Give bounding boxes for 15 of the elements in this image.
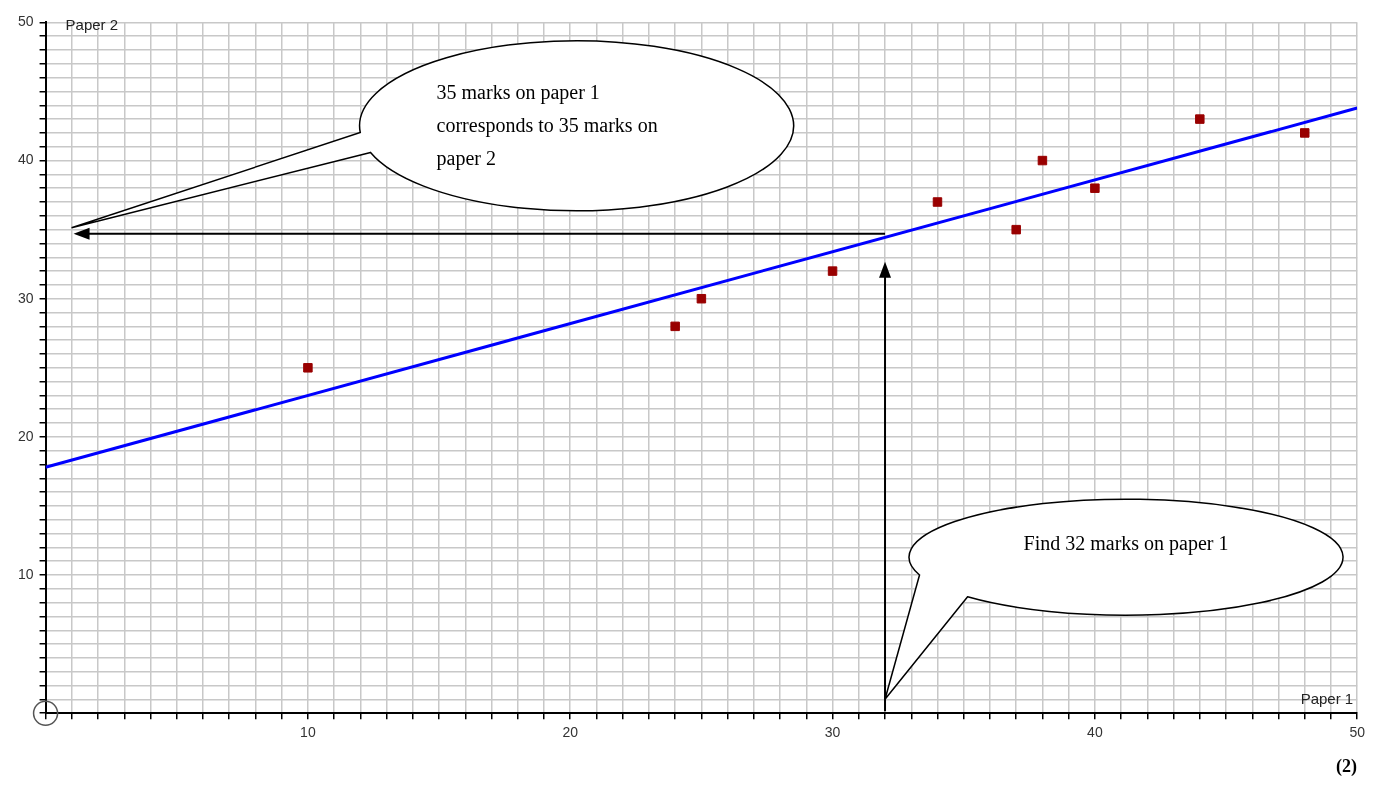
x-tick-label: 20 bbox=[562, 724, 579, 741]
y-axis-title: Paper 2 bbox=[65, 16, 119, 34]
y-tick-label: 40 bbox=[17, 151, 34, 168]
y-tick-label: 50 bbox=[17, 13, 34, 30]
x-tick-label: 30 bbox=[824, 724, 841, 741]
x-tick-label: 40 bbox=[1087, 724, 1103, 741]
y-tick-label: 20 bbox=[17, 427, 34, 444]
annotation: Find 32 marks on paper 1 bbox=[1022, 531, 1230, 557]
x-axis-title: Paper 1 bbox=[1300, 689, 1354, 707]
annotation: 35 marks on paper 1 corresponds to 35 marks on paper 2 bbox=[436, 79, 659, 172]
y-tick-label: 30 bbox=[17, 289, 34, 306]
x-tick-label: 50 bbox=[1349, 724, 1366, 741]
x-tick-label: 10 bbox=[300, 724, 316, 741]
y-tick-label: 10 bbox=[17, 565, 34, 582]
text: (2) bbox=[1336, 756, 1357, 777]
